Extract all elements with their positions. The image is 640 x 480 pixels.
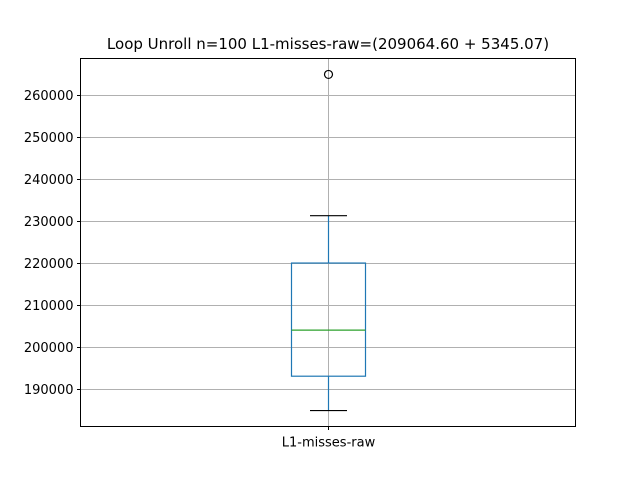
y-tick-label: 220000 — [24, 257, 74, 272]
x-axis-ticks: L1-misses-raw — [282, 426, 376, 451]
box-group — [290, 69, 367, 412]
y-tick-label: 230000 — [24, 215, 74, 230]
y-tick-label: 250000 — [24, 131, 74, 146]
box-iqr — [290, 262, 367, 377]
chart-title: Loop Unroll n=100 L1-misses-raw=(209064.… — [107, 35, 549, 53]
y-axis-ticks: 190000 200000 210000 220000 230000 240000 2500… — [24, 89, 81, 398]
plot-frame — [80, 58, 576, 427]
y-tick-label: 200000 — [24, 341, 74, 356]
outlier-point — [323, 69, 334, 80]
y-tick-label: 210000 — [24, 299, 74, 314]
x-tick-label: L1-misses-raw — [282, 436, 376, 451]
boxes — [290, 69, 367, 412]
y-tick-label: 190000 — [24, 383, 74, 398]
y-tick-label: 260000 — [24, 89, 74, 104]
y-tick-label: 240000 — [24, 173, 74, 188]
